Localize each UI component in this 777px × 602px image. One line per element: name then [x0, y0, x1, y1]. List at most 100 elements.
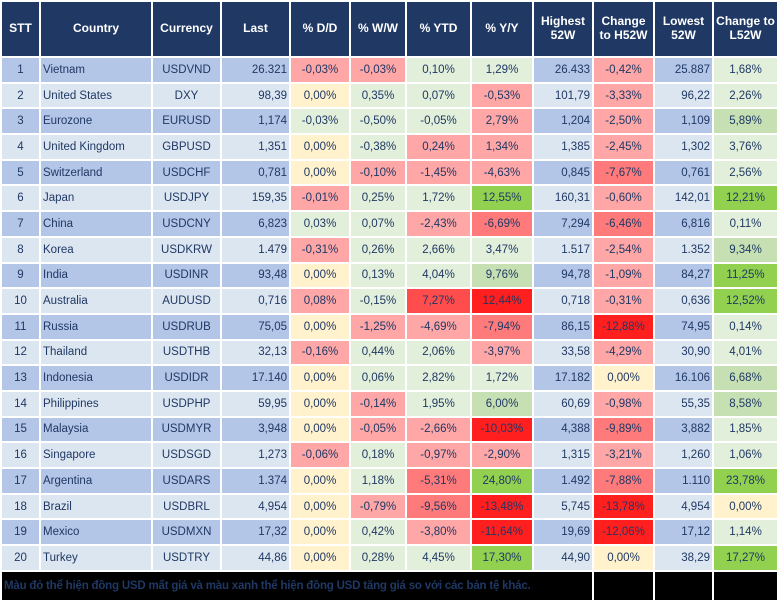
cell-last: 1.479: [220, 235, 291, 264]
cell-pct-yy: -2,90%: [470, 441, 534, 469]
cell-last: 6,823: [220, 210, 291, 238]
cell-pct-ytd: 1,95%: [405, 389, 472, 418]
cell-currency: USDPHP: [151, 389, 222, 418]
cell-pct-change-h52w: -13,78%: [592, 492, 655, 521]
cell-pct-change-h52w: -1,09%: [592, 261, 655, 290]
table-row: 20 Turkey USDTRY 44,86 0,00% 0,28% 4,45% 17,30%…: [0, 544, 777, 572]
cell-country: Philippines: [39, 389, 153, 418]
cell-pct-yy: -3,97%: [470, 338, 534, 367]
table-row: 12 Thailand USDTHB 32,13 -0,16% 0,44% 2,06% -3,…: [0, 338, 777, 367]
cell-pct-ww: 0,42%: [349, 518, 407, 547]
cell-pct-yy: -13,48%: [470, 492, 534, 521]
cell-stt: 17: [0, 467, 41, 495]
cell-lowest-52w: 30,90: [653, 338, 714, 367]
cell-last: 17,32: [220, 518, 291, 547]
cell-stt: 2: [0, 81, 41, 110]
cell-pct-change-l52w: 1,06%: [712, 441, 777, 469]
cell-pct-yy: 6,00%: [470, 389, 534, 418]
cell-pct-change-h52w: -4,29%: [592, 338, 655, 367]
table-row: 17 Argentina USDARS 1.374 0,00% 1,18% -5,31% 24…: [0, 467, 777, 495]
cell-country: India: [39, 261, 153, 290]
cell-pct-change-l52w: 1,85%: [712, 415, 777, 444]
cell-lowest-52w: 3,882: [653, 415, 714, 444]
cell-highest-52w: 160,31: [532, 184, 594, 213]
table-row: 8 Korea USDKRW 1.479 -0,31% 0,26% 2,66% 3,47% 1.…: [0, 235, 777, 264]
cell-highest-52w: 0,845: [532, 158, 594, 187]
cell-currency: USDBRL: [151, 492, 222, 521]
cell-pct-dd: 0,00%: [289, 492, 351, 521]
cell-pct-change-l52w: 8,58%: [712, 389, 777, 418]
cell-currency: USDMXN: [151, 518, 222, 547]
cell-pct-yy: 17,30%: [470, 544, 534, 572]
cell-stt: 18: [0, 492, 41, 521]
cell-pct-dd: 0,00%: [289, 544, 351, 572]
table-row: 9 India USDINR 93,48 0,00% 0,13% 4,04% 9,76% 94,…: [0, 261, 777, 290]
cell-pct-change-h52w: -12,06%: [592, 518, 655, 547]
table-header: STT Country Currency Last% D/D% W/W% YTD% Y…: [0, 0, 777, 58]
cell-country: Korea: [39, 235, 153, 264]
cell-pct-change-l52w: 4,01%: [712, 338, 777, 367]
cell-highest-52w: 60,69: [532, 389, 594, 418]
cell-pct-dd: -0,03%: [289, 107, 351, 136]
col-header-dd: % D/D: [289, 0, 351, 58]
cell-pct-ytd: 0,07%: [405, 81, 472, 110]
cell-pct-change-l52w: 23,78%: [712, 467, 777, 495]
cell-pct-change-h52w: -12,88%: [592, 312, 655, 341]
cell-pct-ww: -0,15%: [349, 287, 407, 315]
cell-country: Australia: [39, 287, 153, 315]
cell-pct-change-l52w: 3,76%: [712, 133, 777, 161]
header-row: STT Country Currency Last% D/D% W/W% YTD% Y…: [0, 0, 777, 58]
cell-lowest-52w: 16.106: [653, 364, 714, 392]
cell-pct-yy: 2,79%: [470, 107, 534, 136]
cell-stt: 11: [0, 312, 41, 341]
cell-pct-change-h52w: -3,33%: [592, 81, 655, 110]
table-row: 11 Russia USDRUB 75,05 0,00% -1,25% -4,69% -7,9…: [0, 312, 777, 341]
cell-highest-52w: 1,315: [532, 441, 594, 469]
cell-stt: 3: [0, 107, 41, 136]
cell-currency: USDTRY: [151, 544, 222, 572]
cell-pct-change-l52w: 5,89%: [712, 107, 777, 136]
cell-pct-ww: 0,44%: [349, 338, 407, 367]
cell-pct-change-l52w: 2,26%: [712, 81, 777, 110]
footer-note: Màu đỏ thể hiện đồng USD mất giá và màu …: [0, 570, 594, 602]
cell-pct-ww: 1,18%: [349, 467, 407, 495]
col-header-yy: % Y/Y: [470, 0, 534, 58]
cell-currency: USDJPY: [151, 184, 222, 213]
cell-pct-dd: 0,00%: [289, 518, 351, 547]
cell-pct-change-h52w: -2,50%: [592, 107, 655, 136]
cell-currency: USDINR: [151, 261, 222, 290]
cell-lowest-52w: 84,27: [653, 261, 714, 290]
cell-lowest-52w: 6,816: [653, 210, 714, 238]
cell-stt: 16: [0, 441, 41, 469]
cell-pct-yy: 1,29%: [470, 56, 534, 84]
cell-stt: 1: [0, 56, 41, 84]
cell-pct-ytd: -4,69%: [405, 312, 472, 341]
cell-currency: USDIDR: [151, 364, 222, 392]
cell-pct-change-h52w: 0,00%: [592, 544, 655, 572]
cell-country: China: [39, 210, 153, 238]
cell-pct-yy: 9,76%: [470, 261, 534, 290]
cell-pct-yy: -11,64%: [470, 518, 534, 547]
cell-lowest-52w: 96,22: [653, 81, 714, 110]
cell-country: Singapore: [39, 441, 153, 469]
cell-stt: 19: [0, 518, 41, 547]
cell-pct-ww: -0,79%: [349, 492, 407, 521]
cell-highest-52w: 7,294: [532, 210, 594, 238]
cell-highest-52w: 1.517: [532, 235, 594, 264]
cell-pct-yy: -6,69%: [470, 210, 534, 238]
cell-pct-dd: -0,06%: [289, 441, 351, 469]
cell-lowest-52w: 17,12: [653, 518, 714, 547]
cell-pct-ytd: -1,45%: [405, 158, 472, 187]
cell-pct-change-l52w: 0,11%: [712, 210, 777, 238]
cell-pct-ww: -0,38%: [349, 133, 407, 161]
cell-pct-change-l52w: 1,68%: [712, 56, 777, 84]
cell-country: United Kingdom: [39, 133, 153, 161]
cell-pct-ytd: -9,56%: [405, 492, 472, 521]
table-row: 5 Switzerland USDCHF 0,781 0,00% -0,10% -1,45%…: [0, 158, 777, 187]
cell-currency: USDTHB: [151, 338, 222, 367]
cell-currency: USDMYR: [151, 415, 222, 444]
table-row: 14 Philippines USDPHP 59,95 0,00% -0,14% 1,95%…: [0, 389, 777, 418]
cell-pct-ytd: 2,66%: [405, 235, 472, 264]
cell-country: Japan: [39, 184, 153, 213]
cell-pct-dd: 0,00%: [289, 158, 351, 187]
